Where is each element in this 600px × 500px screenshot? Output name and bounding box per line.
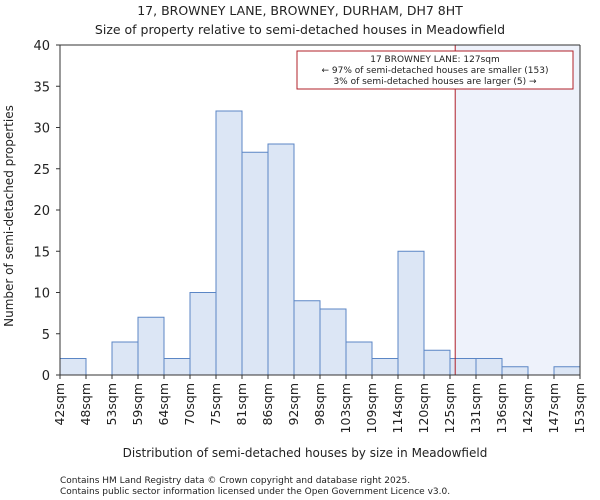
- x-tick-label: 48sqm: [78, 383, 93, 426]
- x-tick-label: 42sqm: [52, 383, 67, 426]
- y-tick-label: 30: [33, 122, 50, 137]
- x-ticks-group: 42sqm 48sqm 53sqm 59sqm 64sqm 70sqm 75sqm 81sqm…: [52, 375, 587, 433]
- annotation-title: 17 BROWNEY LANE: 127sqm: [370, 55, 500, 65]
- x-tick-label: 86sqm: [260, 383, 275, 426]
- x-tick-label: 59sqm: [130, 383, 145, 426]
- chart-subtitle: Size of property relative to semi-detach…: [95, 22, 505, 37]
- annotation-line-larger: 3% of semi-detached houses are larger (5…: [333, 77, 537, 87]
- bar-147sqm: [553, 366, 581, 376]
- y-tick-label: 20: [33, 204, 50, 219]
- bar-75sqm: [215, 110, 243, 376]
- x-tick-label: 70sqm: [182, 383, 197, 426]
- bar-64sqm: [163, 358, 191, 376]
- y-axis-label: Number of semi-detached properties: [2, 105, 16, 327]
- annotation-border: [296, 50, 574, 90]
- x-tick-label: 125sqm: [442, 383, 457, 433]
- x-axis-label: Distribution of semi-detached houses by …: [123, 446, 488, 460]
- y-ticks-group: 0 5 10 15 20 25 30 35 40: [33, 39, 60, 384]
- y-tick-label: 10: [33, 287, 50, 302]
- bar-53sqm: [111, 341, 139, 376]
- bar-120sqm: [423, 349, 451, 376]
- x-tick-label: 120sqm: [416, 383, 431, 433]
- x-tick-label: 136sqm: [494, 383, 509, 433]
- bar-136sqm: [501, 366, 529, 376]
- x-tick-label: 53sqm: [104, 383, 119, 426]
- bar-98sqm: [319, 308, 347, 376]
- x-tick-label: 81sqm: [234, 383, 249, 426]
- x-tick-label: 75sqm: [208, 383, 223, 426]
- bar-42sqm: [59, 358, 87, 376]
- y-tick-label: 5: [42, 328, 50, 343]
- x-tick-label: 142sqm: [520, 383, 535, 433]
- bar-59sqm: [137, 316, 165, 376]
- annotation-line-smaller: ← 97% of semi-detached houses are smalle…: [322, 66, 549, 76]
- bar-103sqm: [345, 341, 373, 376]
- x-tick-label: 98sqm: [312, 383, 327, 426]
- x-tick-label: 153sqm: [572, 383, 587, 433]
- x-tick-label: 131sqm: [468, 383, 483, 433]
- x-tick-label: 109sqm: [364, 383, 379, 433]
- y-tick-label: 0: [42, 369, 50, 384]
- y-tick-label: 40: [33, 39, 50, 54]
- footer-line-2: Contains public sector information licen…: [60, 487, 450, 497]
- x-tick-label: 92sqm: [286, 383, 301, 426]
- x-tick-label: 147sqm: [546, 383, 561, 433]
- bars-group: [59, 110, 581, 376]
- bar-125sqm: [449, 358, 477, 376]
- bar-92sqm: [293, 300, 321, 376]
- y-tick-label: 15: [33, 245, 50, 260]
- bar-114sqm: [397, 250, 425, 376]
- x-tick-label: 103sqm: [338, 383, 353, 433]
- highlight-region: [455, 45, 580, 375]
- y-tick-label: 35: [33, 80, 50, 95]
- chart-title: 17, BROWNEY LANE, BROWNEY, DURHAM, DH7 8…: [137, 3, 463, 18]
- bar-86sqm: [267, 143, 295, 376]
- y-tick-label: 25: [33, 163, 50, 178]
- x-tick-label: 64sqm: [156, 383, 171, 426]
- bar-81sqm: [241, 151, 269, 376]
- bar-70sqm: [189, 292, 217, 376]
- bar-131sqm: [475, 358, 503, 376]
- plot-area: 0 5 10 15 20 25 30 35 40 42sqm 48sqm 53sqm 59sqm 64s…: [33, 39, 587, 433]
- bar-109sqm: [371, 358, 399, 376]
- annotation-box: 17 BROWNEY LANE: 127sqm ← 97% of semi-de…: [296, 50, 574, 90]
- footer-line-1: Contains HM Land Registry data © Crown c…: [60, 476, 410, 486]
- x-tick-label: 114sqm: [390, 383, 405, 433]
